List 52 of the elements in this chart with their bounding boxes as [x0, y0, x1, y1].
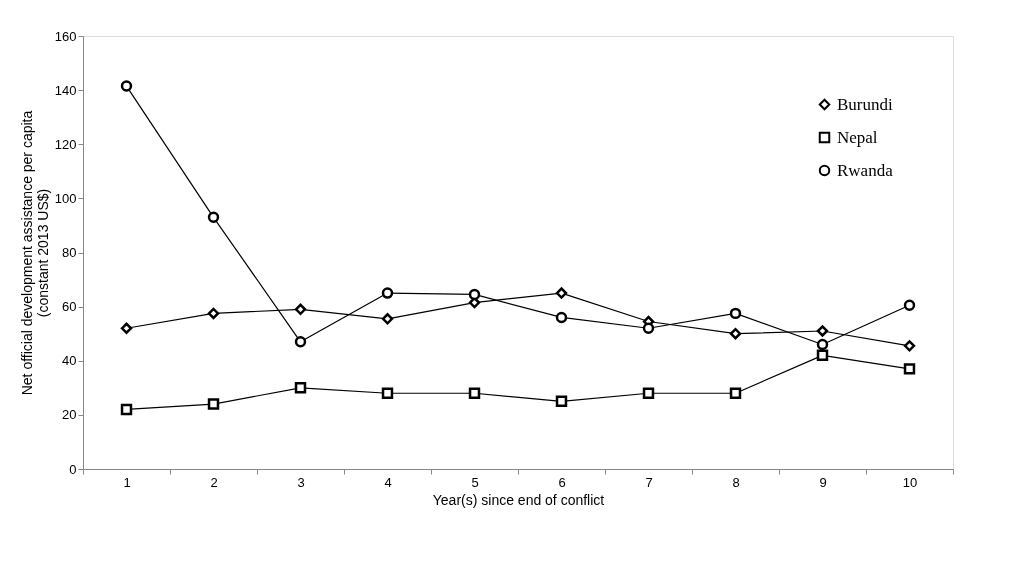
point	[294, 382, 307, 394]
point	[120, 403, 133, 416]
legend-label: Burundi	[837, 94, 893, 114]
point	[729, 307, 742, 320]
point	[207, 211, 220, 224]
x-axis-title: Year(s) since end of conflict	[432, 491, 605, 508]
point	[555, 395, 568, 408]
point	[642, 387, 655, 399]
x-tick-label: 3	[297, 474, 305, 490]
point	[816, 349, 829, 362]
point	[729, 327, 742, 340]
point	[207, 398, 220, 410]
point	[381, 287, 394, 299]
x-tick-label: 10	[902, 474, 918, 490]
point	[294, 336, 307, 348]
legend-label: Nepal	[837, 127, 878, 147]
point	[381, 313, 394, 325]
x-tick-label: 9	[819, 474, 827, 490]
y-tick-label: 80	[62, 245, 77, 260]
y-axis-title: Net official development assistance per capita (constant 2013 US$)	[18, 110, 51, 396]
point	[903, 363, 916, 375]
point	[555, 287, 568, 299]
legend-label: Rwanda	[837, 160, 894, 180]
x-tick-label: 7	[645, 474, 653, 490]
y-tick-label: 100	[54, 190, 77, 206]
point	[642, 322, 655, 334]
y-tick-label: 120	[54, 136, 77, 152]
y-tick-label: 160	[54, 28, 77, 44]
y-tick-label: 140	[54, 82, 77, 98]
point	[207, 307, 220, 320]
point	[903, 340, 916, 352]
point	[120, 80, 133, 92]
point	[294, 303, 307, 316]
x-tick-label: 5	[471, 474, 479, 490]
y-tick-label: 20	[62, 407, 77, 423]
point	[555, 311, 568, 324]
point	[816, 325, 829, 337]
point	[120, 322, 133, 334]
x-tick-label: 4	[384, 474, 392, 490]
x-tick-label: 1	[123, 474, 131, 490]
y-tick-label: 40	[62, 353, 77, 369]
point	[816, 338, 829, 351]
y-tick-label: 60	[62, 299, 77, 315]
y-tick-label: 0	[69, 461, 77, 477]
x-tick-label: 8	[732, 474, 740, 490]
point	[381, 387, 394, 399]
point	[729, 387, 742, 399]
x-tick-label: 2	[210, 474, 218, 490]
point	[903, 299, 916, 311]
x-tick-label: 6	[558, 474, 566, 490]
point	[468, 288, 481, 301]
point	[468, 387, 481, 399]
